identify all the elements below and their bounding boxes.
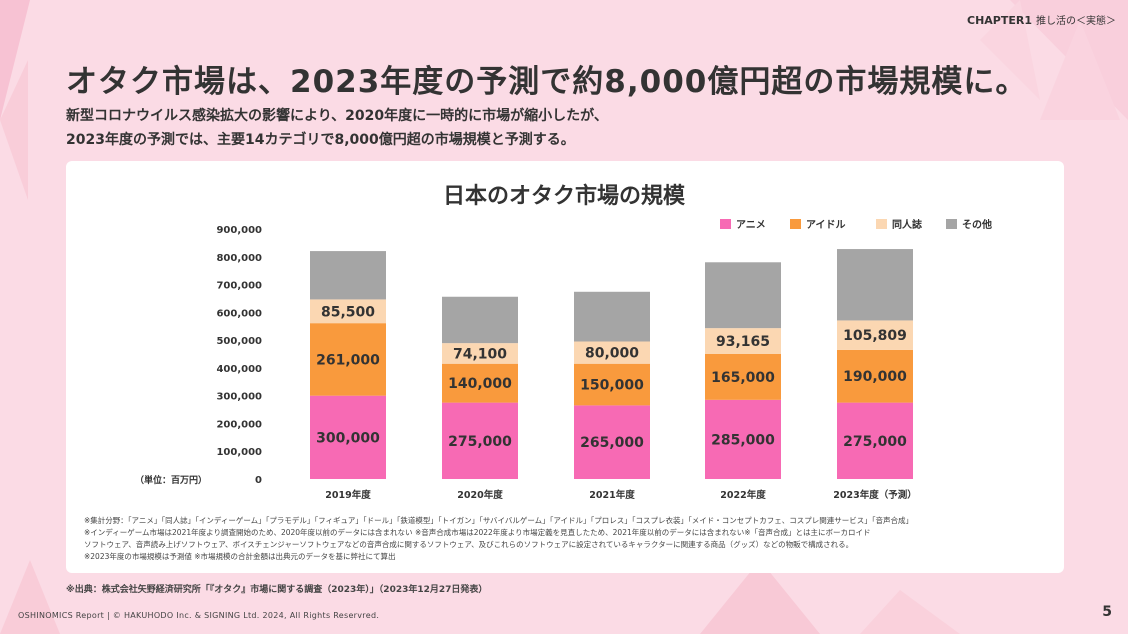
bar-segment [310, 299, 386, 324]
bar-segment [442, 363, 518, 403]
unit-label: （単位：百万円） [135, 474, 207, 486]
bar-segment [442, 402, 518, 479]
data-label: 105,809 [843, 328, 907, 344]
lead-text: 新型コロナウイルス感染拡大の影響により、2020年度に一時的に市場が縮小したが、… [66, 104, 608, 152]
y-tick-label: 100,000 [216, 447, 262, 458]
bar-segment [574, 291, 650, 342]
page-title: オタク市場は、2023年度の予測で約8,000億円超の市場規模に。 [66, 64, 1028, 100]
bar-segment [705, 328, 781, 354]
bar-segment [574, 341, 650, 364]
legend-label: 同人誌 [892, 218, 922, 231]
x-tick-label: 2019年度 [325, 489, 371, 501]
note-line: ※集計分野：「アニメ」「同人誌」「インディーゲーム」「プラモデル」「フィギュア」… [84, 516, 914, 525]
lead-line-1: 新型コロナウイルス感染拡大の影響により、2020年度に一時的に市場が縮小したが、 [66, 108, 608, 124]
data-label: 265,000 [580, 435, 644, 451]
source-citation: ※出典：株式会社矢野経済研究所「『オタク』市場に関する調査（2023年）」（20… [66, 585, 488, 595]
data-label: 275,000 [843, 434, 907, 450]
legend-swatch [720, 219, 731, 229]
x-tick-label: 2021年度 [589, 489, 635, 501]
y-tick-label: 0 [255, 475, 262, 486]
chart-notes: ※集計分野：「アニメ」「同人誌」「インディーゲーム」「プラモデル」「フィギュア」… [84, 515, 913, 563]
data-label: 190,000 [843, 369, 907, 385]
legend-swatch [876, 219, 887, 229]
data-label: 165,000 [711, 370, 775, 386]
data-label: 85,500 [321, 304, 375, 320]
y-tick-label: 300,000 [216, 392, 262, 403]
bar-segment [310, 251, 386, 300]
note-line: ※2023年度の市場規模は予測値 ※市場規模の合計金額は出典元のデータを基に弊社… [84, 552, 396, 561]
lead-line-2: 2023年度の予測では、主要14カテゴリで8,000億円超の市場規模と予測する。 [66, 132, 575, 148]
legend-swatch [790, 219, 801, 229]
data-label: 93,165 [716, 334, 770, 350]
chapter-subtitle: 推し活の＜実態＞ [1036, 16, 1116, 27]
data-label: 300,000 [316, 430, 380, 446]
legend-label: その他 [962, 218, 992, 231]
chapter-number: CHAPTER1 [967, 14, 1032, 27]
y-tick-label: 900,000 [216, 225, 262, 236]
bar-segment [574, 363, 650, 406]
data-label: 74,100 [453, 346, 507, 362]
data-label: 285,000 [711, 432, 775, 448]
bar-segment [837, 402, 913, 479]
legend-label: アニメ [736, 219, 766, 231]
data-label: 275,000 [448, 434, 512, 450]
page-number: 5 [1102, 604, 1112, 620]
bar-segment [837, 249, 913, 321]
footer-copyright: OSHINOMICS Report | © HAKUHODO Inc. & SI… [18, 611, 380, 620]
bar-segment [837, 349, 913, 403]
bar-segment [705, 399, 781, 479]
bar-segment [310, 323, 386, 396]
bar-segment [310, 395, 386, 479]
data-label: 140,000 [448, 376, 512, 392]
legend-label: アイドル [806, 219, 846, 231]
bar-segment [574, 405, 650, 479]
chapter-label: CHAPTER1 推し活の＜実態＞ [967, 12, 1116, 27]
bar-segment [705, 354, 781, 400]
bar-segment [705, 262, 781, 329]
y-tick-label: 800,000 [216, 253, 262, 264]
bar-segment [442, 296, 518, 344]
data-label: 80,000 [585, 346, 639, 362]
y-tick-label: 500,000 [216, 336, 262, 347]
y-tick-label: 200,000 [216, 419, 262, 430]
note-line: ソフトウェア、音声読み上げソフトウェア、ボイスチェンジャーソフトウェアなどの音声… [84, 540, 854, 549]
x-tick-label: 2022年度 [720, 489, 766, 501]
bar-segment [837, 320, 913, 350]
x-tick-label: 2020年度 [457, 489, 503, 501]
data-label: 150,000 [580, 378, 644, 394]
data-label: 261,000 [316, 352, 380, 368]
y-tick-label: 400,000 [216, 364, 262, 375]
note-line: ※インディーゲーム市場は2021年度より調査開始のため、2020年度以前のデータ… [84, 528, 871, 537]
bar-segment [442, 343, 518, 364]
legend-swatch [946, 219, 957, 229]
y-tick-label: 600,000 [216, 308, 262, 319]
chart-title: 日本のオタク市場の規模 [442, 184, 685, 209]
x-tick-label: 2023年度（予測） [833, 489, 916, 501]
y-tick-label: 700,000 [216, 281, 262, 292]
